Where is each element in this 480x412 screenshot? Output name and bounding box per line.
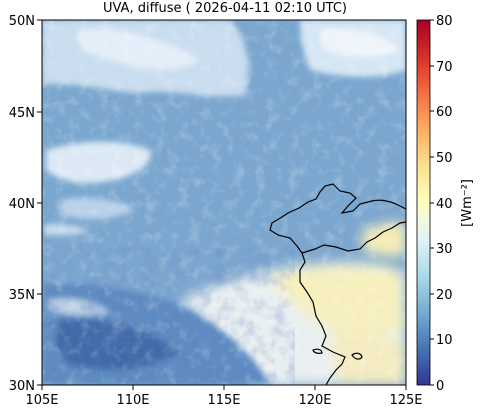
colorbar: 0 10 20 30 40 50 60 70 80 [Wm⁻²]: [416, 14, 475, 394]
colorbar-tick: 20: [436, 288, 453, 303]
lon-tick-label: 120E: [298, 393, 331, 408]
colorbar-tick: 80: [436, 14, 453, 29]
lon-tick-label: 125E: [389, 393, 422, 408]
colorbar-tick: 60: [436, 105, 453, 120]
colorbar-tick: 30: [436, 242, 453, 257]
coastline: [269, 183, 406, 385]
lon-axis: 105E 110E 115E 120E 125E: [25, 385, 423, 408]
lat-axis: 30N 35N 40N 45N 50N: [9, 14, 42, 394]
lat-tick-label: 30N: [9, 379, 35, 394]
colorbar-tick: 40: [436, 197, 453, 212]
colorbar-tick: 70: [436, 60, 453, 75]
lat-tick-label: 40N: [9, 197, 35, 212]
lon-tick-label: 110E: [116, 393, 149, 408]
colorbar-tick: 10: [436, 333, 453, 348]
colorbar-label: [Wm⁻²]: [460, 179, 475, 227]
colorbar-tick: 50: [436, 151, 453, 166]
map-title: UVA, diffuse ( 2026-04-11 02:10 UTC): [102, 1, 348, 16]
lat-tick-label: 35N: [9, 288, 35, 303]
lon-tick-label: 105E: [25, 393, 58, 408]
lon-tick-label: 115E: [207, 393, 240, 408]
irradiance-field: [42, 20, 406, 385]
colorbar-gradient: [416, 19, 431, 386]
lat-tick-label: 45N: [9, 106, 35, 121]
colorbar-tick: 0: [436, 379, 444, 394]
lat-tick-label: 50N: [9, 14, 35, 29]
